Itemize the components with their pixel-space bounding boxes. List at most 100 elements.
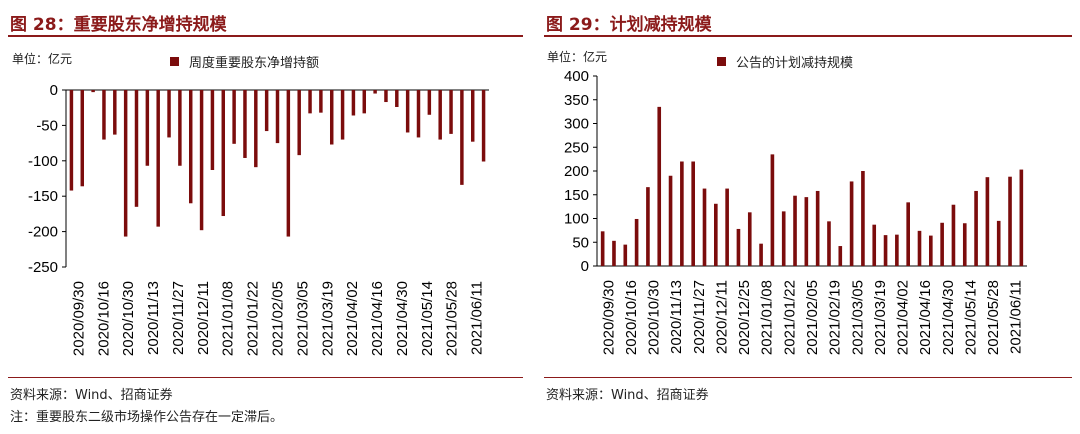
right-bar <box>815 190 820 266</box>
right-x-tick-label: 2021/04/30 <box>940 280 957 355</box>
right-bar <box>940 222 944 266</box>
left-bar <box>243 90 247 158</box>
right-bar <box>906 202 910 266</box>
right-bar <box>691 161 695 266</box>
left-bar <box>438 90 442 140</box>
right-x-tick-label: 2020/12/25 <box>736 280 753 355</box>
right-x-tick-label: 2020/11/27 <box>691 280 708 354</box>
left-x-tick-label: 2021/03/19 <box>319 281 336 356</box>
left-bar <box>286 90 291 237</box>
right-bar <box>985 177 990 266</box>
left-legend-label: 周度重要股东净增持额 <box>189 56 320 71</box>
left-legend: 周度重要股东净增持额 <box>170 52 319 71</box>
right-bar <box>962 223 967 266</box>
left-bar <box>113 90 117 135</box>
left-bar <box>427 90 432 115</box>
left-x-tick-label: 2020/11/13 <box>145 281 162 355</box>
left-bar <box>199 90 204 231</box>
right-bar <box>657 106 662 266</box>
right-bar <box>702 188 707 266</box>
left-bar <box>373 90 377 94</box>
right-bar <box>1008 176 1012 266</box>
right-figure-title: 图 29：计划减持规模 <box>546 15 712 35</box>
right-y-tick-label: 0 <box>581 258 589 275</box>
left-bar <box>319 90 323 113</box>
right-y-tick-label: 300 <box>564 116 589 133</box>
left-bar <box>102 90 106 140</box>
left-bar <box>145 90 150 166</box>
right-x-tick-label: 2021/02/05 <box>804 280 821 355</box>
left-y-tick-label: -150 <box>28 188 58 205</box>
left-bar <box>384 90 388 103</box>
left-x-tick-label: 2021/05/14 <box>419 281 436 356</box>
left-x-tick-label: 2020/10/30 <box>120 281 137 356</box>
right-bar <box>917 230 922 266</box>
left-bar <box>188 90 193 204</box>
left-bar <box>416 90 421 138</box>
left-bar <box>275 90 280 144</box>
right-x-tick-label: 2020/09/30 <box>600 280 617 355</box>
left-note: 注：重要股东二级市场操作公告存在一定滞后。 <box>10 410 284 425</box>
right-bar <box>646 187 650 266</box>
right-y-tick-label: 350 <box>564 92 589 109</box>
right-x-tick-label: 2021/04/16 <box>917 280 934 355</box>
right-x-tick-label: 2021/03/19 <box>872 280 889 355</box>
right-bar <box>827 221 831 266</box>
right-bar <box>634 218 639 266</box>
left-x-tick-label: 2021/04/02 <box>344 281 361 356</box>
right-y-tick-label: 400 <box>564 68 589 85</box>
right-source-rule <box>544 377 1072 378</box>
left-bar <box>481 90 486 162</box>
left-bar <box>449 90 453 134</box>
right-bar <box>747 212 752 266</box>
right-bar <box>623 244 628 266</box>
left-x-tick-label: 2020/12/11 <box>195 281 212 355</box>
right-unit-label: 单位：亿元 <box>547 50 608 64</box>
left-x-tick-label: 2021/02/05 <box>270 281 287 356</box>
left-bar <box>156 90 160 227</box>
left-x-tick-label: 2021/04/30 <box>394 281 411 356</box>
left-bar <box>362 90 367 114</box>
left-bar <box>329 90 334 145</box>
left-bar <box>470 90 475 142</box>
left-source: 资料来源：Wind、招商证券 <box>10 388 173 403</box>
right-bar <box>1019 169 1024 266</box>
left-bar <box>123 90 128 237</box>
left-bar <box>91 90 95 93</box>
right-x-tick-label: 2021/05/14 <box>962 280 979 355</box>
right-title-rule <box>544 35 1072 37</box>
right-bar <box>770 154 775 266</box>
left-y-tick-label: 0 <box>50 82 58 99</box>
right-source: 资料来源：Wind、招商证券 <box>546 388 709 403</box>
right-bar <box>680 161 684 266</box>
left-bar <box>210 90 215 171</box>
right-x-tick-label: 2020/12/11 <box>713 280 730 354</box>
right-bar <box>849 181 854 266</box>
right-y-tick-label: 150 <box>564 187 589 204</box>
right-bar <box>612 240 616 266</box>
right-bar <box>838 246 843 266</box>
right-legend-label: 公告的计划减持规模 <box>736 56 854 71</box>
right-bar <box>883 235 888 266</box>
left-x-tick-label: 2021/04/16 <box>369 281 386 356</box>
left-bar <box>395 90 399 107</box>
right-x-tick-label: 2021/01/08 <box>759 280 776 355</box>
left-bar <box>69 90 74 191</box>
right-bar <box>781 211 786 266</box>
right-y-tick-label: 250 <box>564 139 589 156</box>
left-y-tick-label: -250 <box>28 259 58 276</box>
right-x-tick-label: 2020/11/13 <box>668 280 685 354</box>
left-bar <box>351 90 356 116</box>
right-bar <box>804 197 809 266</box>
left-bar <box>405 90 410 133</box>
left-bar <box>297 90 301 156</box>
right-legend: 公告的计划减持规模 <box>717 52 853 71</box>
right-bar <box>600 231 605 266</box>
left-y-tick-label: -200 <box>28 224 58 241</box>
right-bar <box>951 204 956 266</box>
left-legend-swatch <box>170 57 179 66</box>
right-x-tick-label: 2020/10/30 <box>646 280 663 355</box>
right-x-tick-label: 2020/10/16 <box>623 280 640 355</box>
right-bar <box>974 190 978 266</box>
left-bar <box>308 90 312 114</box>
